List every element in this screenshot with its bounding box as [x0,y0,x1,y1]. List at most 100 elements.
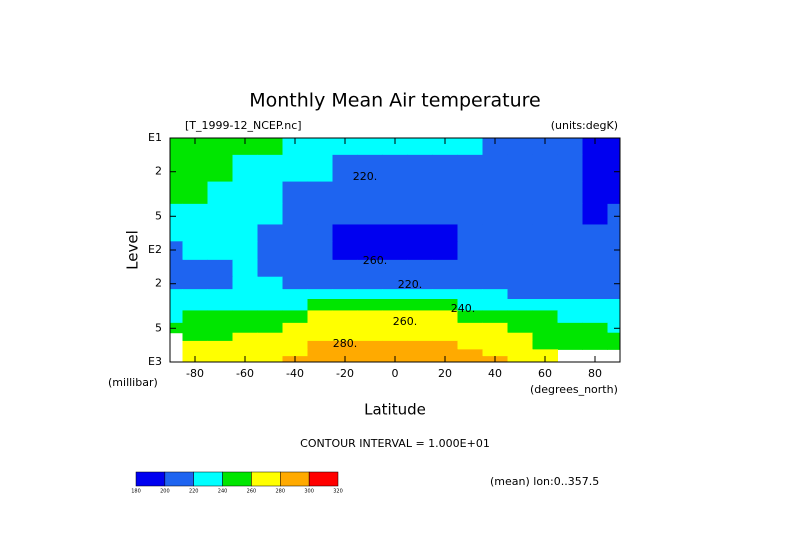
colorbar-label: 220 [189,489,199,495]
contour-cell [182,181,208,205]
contour-cell [607,276,621,290]
contour-cell [182,203,208,225]
contour-cell [582,289,608,300]
contour-cell [257,224,283,242]
contour-cell [257,259,283,278]
contour-cell [170,299,183,311]
contour-label: 220. [353,170,378,183]
contour-cell [457,241,483,261]
contour-cell [282,332,308,342]
contour-cell [307,289,333,300]
contour-cell [532,322,558,334]
contour-cell [457,340,483,350]
contour-cell [282,276,308,290]
contour-cell [557,332,583,342]
contour-cell [432,138,458,156]
contour-cell [532,289,558,300]
y-tick-label: E1 [148,131,162,144]
contour-cell [507,299,533,311]
contour-cell [382,181,408,205]
x-tick-label: -60 [236,367,254,380]
contour-label: 220. [398,278,423,291]
y-tick-label: 2 [155,165,162,178]
contour-cell [482,332,508,342]
contour-cell [182,154,208,183]
contour-cell [282,181,308,205]
contour-cell [232,349,258,357]
contour-cell [432,340,458,350]
contour-fill [170,138,621,363]
contour-cell [582,340,608,350]
contour-cell [432,332,458,342]
contour-cell [232,289,258,300]
contour-cell [232,276,258,290]
chart-title: Monthly Mean Air temperature [249,90,540,112]
contour-cell [457,154,483,183]
contour-cell [332,259,358,278]
contour-cell [607,241,621,261]
contour-cell [307,138,333,156]
contour-label: 280. [333,337,358,350]
contour-cell [507,310,533,324]
contour-cell [557,299,583,311]
x-tick-label: -80 [186,367,204,380]
contour-cell [407,259,433,278]
contour-cell [457,203,483,225]
contour-cell [457,310,483,324]
contour-cell [307,332,333,342]
contour-cell [257,276,283,290]
contour-cell [257,360,283,363]
contour-cell [332,181,358,205]
contour-cell [507,356,533,361]
contour-cell [507,322,533,334]
contour-cell [307,360,333,363]
contour-cell [532,310,558,324]
contour-cell [457,349,483,357]
contour-cell [182,349,208,357]
contour-cell [257,289,283,300]
contour-cell [482,224,508,242]
contour-cell [282,310,308,324]
contour-cell [507,332,533,342]
contour-cell [532,203,558,225]
contour-cell [407,276,433,290]
contour-cell [532,299,558,311]
contour-cell [557,224,583,242]
contour-cell [257,138,283,156]
contour-cell [307,259,333,278]
contour-cell [257,332,283,342]
contour-cell [457,299,483,311]
contour-cell [432,259,458,278]
contour-cell [307,224,333,242]
contour-cell [482,289,508,300]
colorbar-swatch [164,471,194,487]
contour-cell [557,241,583,261]
x-tick-label: 60 [538,367,552,380]
contour-cell [282,203,308,225]
contour-cell [357,289,383,300]
contour-cell [232,310,258,324]
contour-cell [607,310,621,324]
contour-cell [357,299,383,311]
contour-cell [607,224,621,242]
contour-cell [557,310,583,324]
contour-cell [432,349,458,357]
contour-interval: CONTOUR INTERVAL = 1.000E+01 [300,437,490,450]
contour-cell [382,332,408,342]
contour-cell [332,224,358,242]
contour-cell [582,310,608,324]
contour-cell [357,349,383,357]
contour-cell [357,340,383,350]
contour-cell [532,241,558,261]
contour-cell [532,276,558,290]
contour-cell [432,241,458,261]
contour-cell [257,322,283,334]
contour-cell [382,276,408,290]
contour-cell [182,322,208,334]
contour-cell [182,241,208,261]
units-label: (units:degK) [551,119,618,132]
contour-cell [507,276,533,290]
contour-cell [207,299,233,311]
contour-cell [357,138,383,156]
contour-cell [282,259,308,278]
